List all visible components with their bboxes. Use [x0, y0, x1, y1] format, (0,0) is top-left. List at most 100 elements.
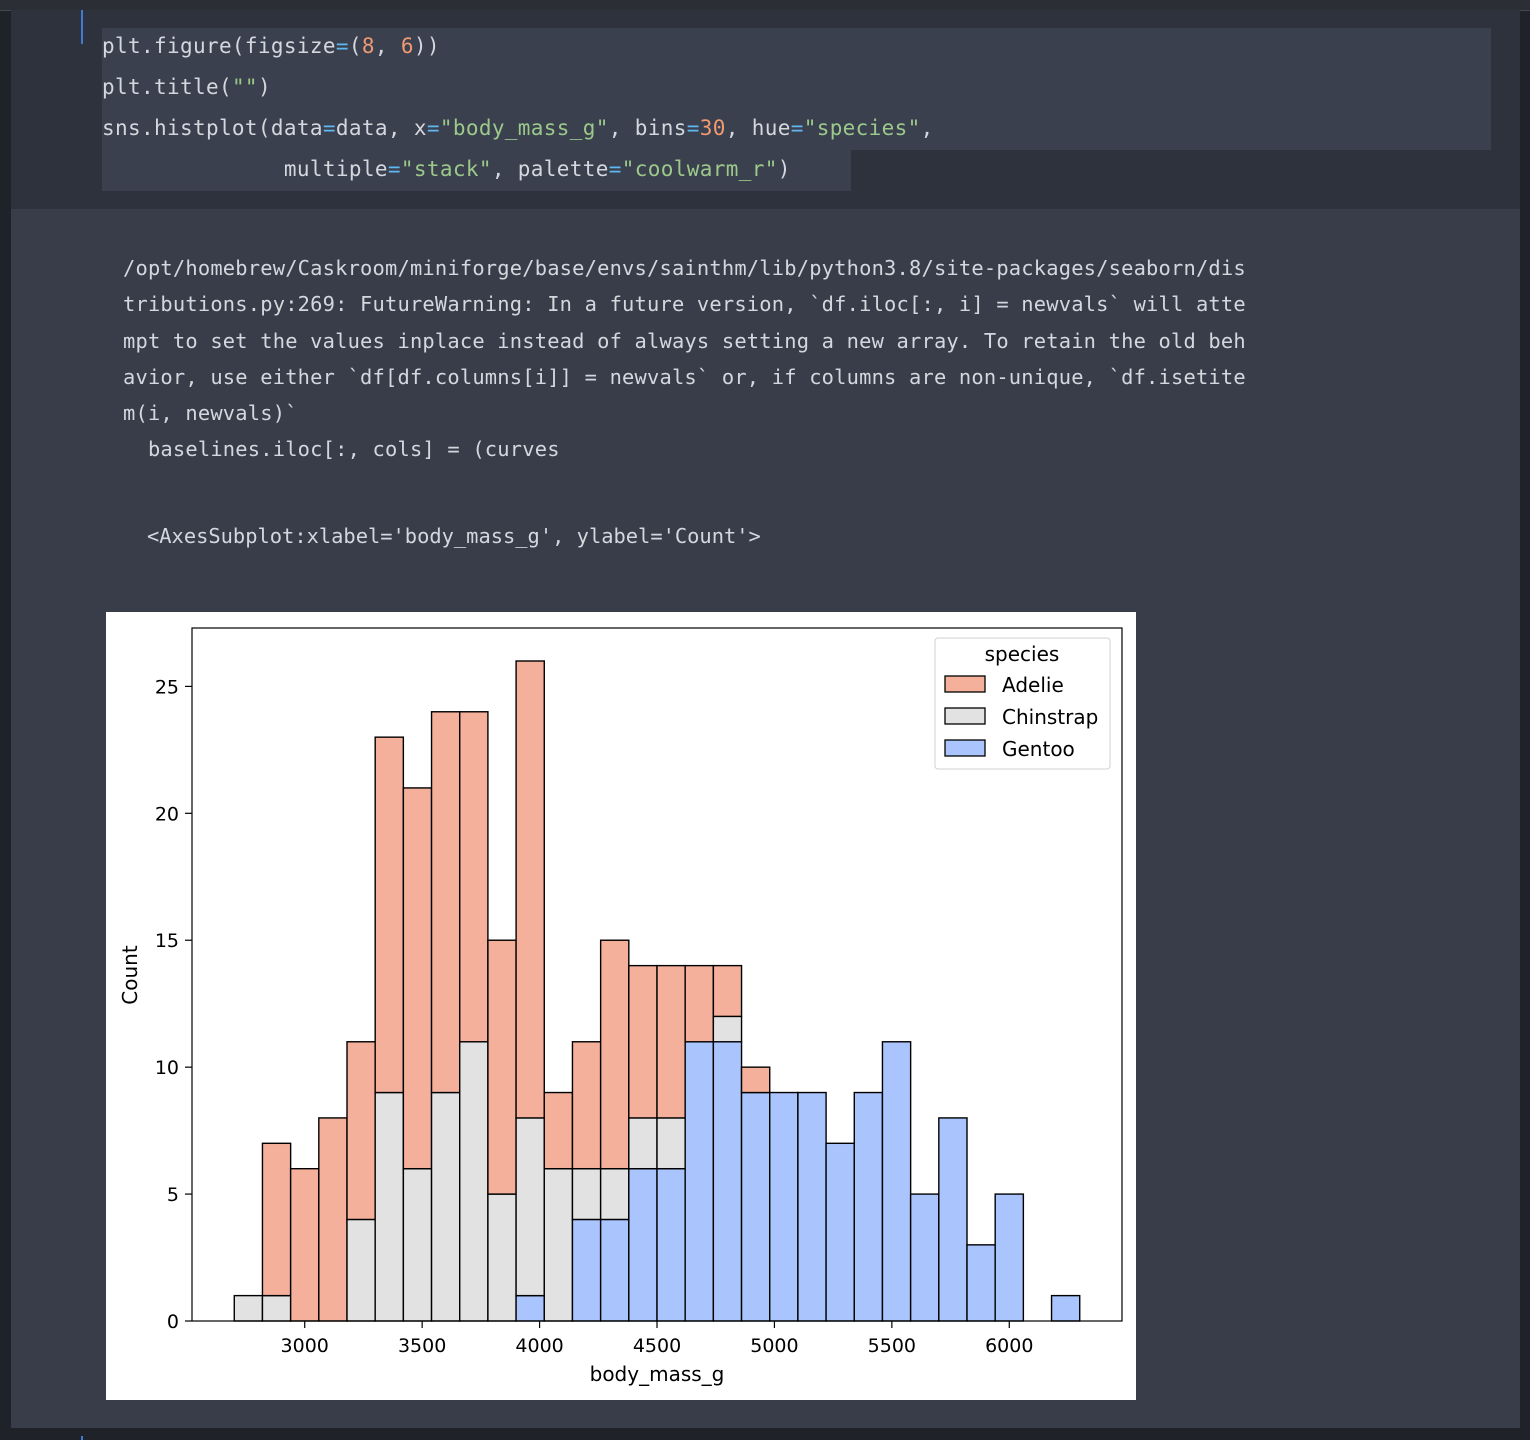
code-string: "" [231, 75, 258, 99]
code-string: "body_mass_g" [439, 116, 609, 140]
axes-frame [191, 627, 1123, 1322]
code-line-2[interactable]: plt.title("") [102, 75, 271, 99]
bar-gentoo [684, 1041, 715, 1322]
bar-gentoo [853, 1091, 884, 1322]
code-token: , palette [491, 157, 609, 181]
bar-chinstrap [459, 1041, 489, 1322]
bar-chinstrap [656, 1117, 686, 1170]
code-token: plt.figure(figsize [102, 34, 336, 58]
code-operator: = [335, 34, 349, 58]
bar-adelie [346, 1041, 376, 1221]
code-line-1[interactable]: plt.figure(figsize=(8, 6)) [102, 34, 440, 58]
code-operator: = [686, 116, 700, 140]
bar-gentoo [656, 1167, 686, 1322]
bar-adelie [740, 1066, 771, 1094]
x-axis: 3000 3500 4000 4500 5000 5500 6000 [281, 1321, 1033, 1357]
bar-gentoo [515, 1294, 545, 1322]
bar-gentoo [825, 1142, 855, 1322]
y-axis-label: Count [118, 945, 142, 1005]
stderr-line: baselines.iloc[:, cols] = (curves [123, 437, 560, 462]
code-token: , [920, 116, 934, 140]
code-line-4[interactable]: multiple="stack", palette="coolwarm_r") [102, 157, 791, 181]
legend-title: species [985, 642, 1060, 666]
legend-swatch-adelie [944, 675, 986, 693]
code-token: , hue [725, 116, 791, 140]
bar-gentoo [599, 1218, 630, 1322]
x-tick-label: 5500 [868, 1335, 916, 1357]
y-tick-label: 10 [155, 1057, 179, 1079]
bar-chinstrap [346, 1218, 376, 1322]
y-tick-label: 20 [155, 803, 179, 825]
bar-chinstrap [487, 1193, 517, 1322]
stderr-output: /opt/homebrew/Caskroom/miniforge/base/en… [123, 250, 1423, 468]
code-token: data, x [335, 116, 427, 140]
stderr-line: tributions.py:269: FutureWarning: In a f… [123, 292, 1246, 317]
code-token: plt.title( [102, 75, 232, 99]
y-tick-label: 25 [155, 676, 179, 698]
x-tick-label: 6000 [985, 1335, 1033, 1357]
bar-gentoo [994, 1193, 1025, 1322]
code-number: 8 [361, 34, 375, 58]
code-operator: = [790, 116, 804, 140]
stderr-line: m(i, newvals)` [123, 401, 298, 426]
code-selection-highlight-2 [102, 150, 851, 191]
bar-gentoo [797, 1091, 827, 1322]
bar-adelie [318, 1117, 348, 1322]
next-cell-indicator [81, 1436, 83, 1440]
y-axis: 0 5 10 15 20 25 [155, 676, 192, 1333]
code-line-3[interactable]: sns.histplot(data=data, x="body_mass_g",… [102, 116, 934, 140]
y-tick-label: 5 [167, 1184, 179, 1206]
legend-label: Adelie [1002, 673, 1064, 697]
bar-gentoo [769, 1091, 799, 1322]
x-axis-label: body_mass_g [590, 1362, 725, 1386]
bar-gentoo [1050, 1294, 1081, 1322]
bar-adelie [571, 1041, 602, 1170]
bar-adelie [402, 787, 433, 1170]
bar-gentoo [740, 1091, 771, 1322]
bar-adelie [712, 964, 743, 1018]
bar-adelie [515, 660, 545, 1119]
bar-gentoo [712, 1041, 743, 1322]
bar-gentoo [909, 1193, 940, 1322]
legend-swatch-chinstrap [944, 707, 986, 725]
x-tick-label: 5000 [750, 1335, 798, 1357]
code-token: ( [348, 34, 362, 58]
bar-chinstrap [712, 1015, 743, 1043]
bar-adelie [628, 964, 658, 1119]
output-repr: <AxesSubplot:xlabel='body_mass_g', ylabe… [147, 524, 761, 548]
code-string: "species" [803, 116, 921, 140]
bar-gentoo [881, 1041, 912, 1322]
bar-gentoo [966, 1244, 996, 1322]
stderr-line: /opt/homebrew/Caskroom/miniforge/base/en… [123, 256, 1246, 280]
bar-chinstrap [599, 1167, 630, 1221]
code-selection-highlight [102, 28, 1491, 150]
code-token: )) [413, 34, 440, 58]
legend-label: Chinstrap [1002, 705, 1098, 729]
code-indent [102, 157, 284, 181]
y-tick-label: 15 [155, 930, 179, 952]
bar-chinstrap [261, 1294, 292, 1322]
code-operator: = [608, 157, 622, 181]
bar-adelie [684, 964, 715, 1043]
bar-adelie [261, 1142, 292, 1297]
bar-adelie [543, 1091, 574, 1170]
x-tick-label: 4000 [515, 1335, 563, 1357]
code-operator: = [387, 157, 401, 181]
bar-chinstrap [515, 1117, 545, 1297]
bar-adelie [656, 964, 686, 1119]
code-operator: = [322, 116, 336, 140]
bar-chinstrap [628, 1117, 658, 1170]
code-token: , [374, 34, 401, 58]
bar-gentoo [628, 1167, 658, 1322]
x-tick-label: 4500 [633, 1335, 681, 1357]
notebook-cell[interactable]: plt.figure(figsize=(8, 6)) plt.title("")… [11, 10, 1520, 1428]
bars-group [233, 660, 1081, 1322]
legend-box [934, 637, 1111, 770]
code-number: 6 [400, 34, 414, 58]
bar-gentoo [938, 1117, 968, 1322]
bar-adelie [430, 711, 461, 1094]
code-number: 30 [699, 116, 726, 140]
bar-gentoo [571, 1218, 602, 1322]
x-tick-label: 3000 [281, 1335, 329, 1357]
active-cell-indicator [81, 10, 83, 44]
